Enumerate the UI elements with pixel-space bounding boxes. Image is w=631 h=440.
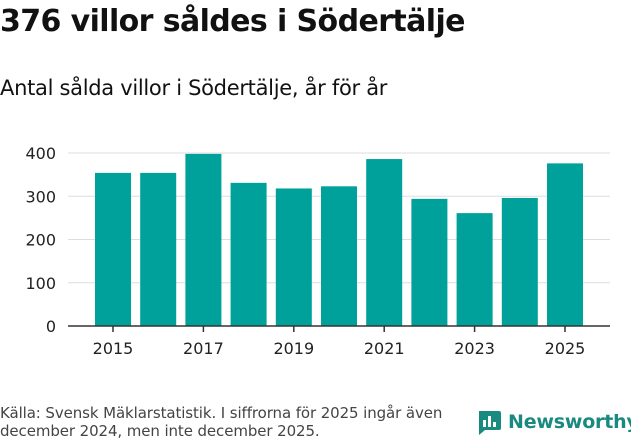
chart-title: 376 villor såldes i Södertälje: [0, 4, 465, 39]
y-tick-label: 300: [25, 187, 56, 206]
x-tick-label: 2023: [454, 339, 495, 358]
newsworthy-logo-icon: [479, 411, 501, 435]
bar-2018: [230, 182, 267, 326]
source-note: Källa: Svensk Mäklarstatistik. I siffror…: [0, 404, 443, 440]
x-tick-label: 2015: [93, 339, 134, 358]
bar-2016: [140, 172, 177, 326]
bar-2025: [547, 163, 583, 326]
y-tick-label: 100: [25, 274, 56, 293]
bar-2020: [321, 186, 357, 326]
x-tick-label: 2019: [273, 339, 314, 358]
bar-2023: [456, 213, 493, 326]
x-tick-label: 2025: [545, 339, 586, 358]
newsworthy-logo: Newsworthy: [476, 408, 631, 436]
bar-2015: [95, 172, 131, 326]
bar-2017: [185, 153, 222, 326]
bar-2024: [501, 197, 538, 326]
bar-2021: [366, 159, 403, 326]
bar-chart: 0 100 200 300 400 2015 2017 2019 2021 2023 2025: [25, 144, 610, 358]
y-tick-label: 200: [25, 231, 56, 250]
x-tick-label: 2017: [183, 339, 224, 358]
x-tick-label: 2021: [364, 339, 405, 358]
bar-2022: [411, 198, 448, 326]
newsworthy-logo-text: Newsworthy: [508, 411, 631, 433]
bar-2019: [275, 188, 312, 326]
y-tick-label: 400: [25, 144, 56, 163]
y-tick-label: 0: [46, 317, 56, 336]
chart-subtitle: Antal sålda villor i Södertälje, år för …: [0, 76, 388, 100]
